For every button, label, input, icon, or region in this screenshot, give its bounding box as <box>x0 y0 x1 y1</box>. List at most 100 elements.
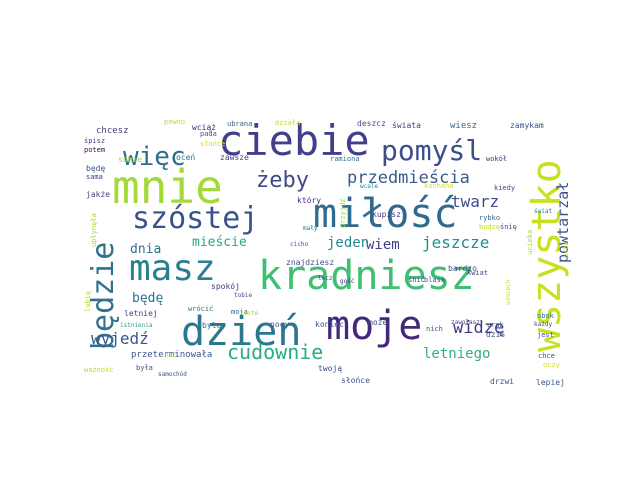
word-86: oczy <box>543 361 560 369</box>
word-59: upłynęła <box>90 213 98 247</box>
word-76: może <box>368 318 387 327</box>
word-95: samochód <box>158 371 187 378</box>
word-99: uśmiech <box>505 279 512 305</box>
word-50: mały <box>303 225 318 232</box>
word-75: koniec <box>315 320 344 329</box>
word-6: wszystko <box>524 159 570 352</box>
word-37: potem <box>84 146 105 154</box>
word-56: budzę <box>479 223 500 231</box>
word-79: urok <box>487 321 505 329</box>
word-63: lecz <box>318 275 333 282</box>
word-7: masz <box>129 248 216 289</box>
word-57: świat <box>534 208 552 215</box>
word-27: chcesz <box>96 126 129 136</box>
word-85: chce <box>538 352 555 360</box>
word-77: nich <box>426 325 443 333</box>
word-13: żeby <box>256 168 309 193</box>
word-0: mnie <box>112 160 223 214</box>
word-60: cicho <box>290 241 308 248</box>
word-94: ważność <box>84 366 114 374</box>
word-69: spokój <box>211 281 240 291</box>
word-14: przedmieścia <box>347 168 470 188</box>
word-90: letniej <box>124 309 158 318</box>
word-61: ciche <box>563 242 570 260</box>
word-74: nocy <box>270 320 289 329</box>
word-10: pomyśl <box>381 134 482 167</box>
word-25: będę <box>132 291 163 306</box>
word-96: lubię <box>84 291 92 312</box>
word-43: ramiona <box>330 155 360 163</box>
word-41: zawsze <box>220 153 249 162</box>
word-87: lepiej <box>536 378 565 387</box>
word-21: powtarzał <box>554 182 572 263</box>
word-30: ubrana <box>227 120 252 128</box>
word-8: będzie <box>86 242 121 350</box>
word-71: wrócić <box>188 305 213 313</box>
word-17: wiem <box>366 237 400 253</box>
word-53: wcale <box>360 183 378 190</box>
word-88: drzwi <box>490 377 514 386</box>
word-55: rybko <box>479 214 500 222</box>
word-48: który <box>297 195 321 205</box>
word-80: dziś <box>486 329 505 339</box>
word-44: wokół <box>486 155 507 163</box>
word-84: jest <box>537 331 554 339</box>
word-64: gość <box>340 278 355 285</box>
word-23: letniego <box>423 346 490 362</box>
word-18: jeden <box>327 235 369 251</box>
word-62: znajdziesz <box>286 258 334 267</box>
word-2: miłość <box>313 191 458 237</box>
word-83: każdy <box>534 321 552 328</box>
word-89: twoją <box>318 364 342 373</box>
word-28: pewno <box>164 118 185 126</box>
word-54: przyjdź <box>339 198 347 228</box>
word-36: śpisz <box>84 137 105 145</box>
word-47: jakże <box>86 190 110 199</box>
word-5: moje <box>326 303 422 349</box>
word-97: słońce <box>341 376 370 385</box>
word-82: obok <box>537 312 555 320</box>
word-93: była <box>136 364 153 372</box>
word-52: kiedy <box>494 184 515 192</box>
word-20: mieście <box>192 235 247 250</box>
word-40: oceń <box>176 153 195 162</box>
word-35: zamykam <box>510 121 544 130</box>
word-33: świata <box>392 120 421 130</box>
word-78: zawołasz <box>451 319 480 326</box>
word-91: istnienia <box>120 322 153 329</box>
word-22: widzę <box>453 318 504 338</box>
word-15: twarz <box>451 192 499 211</box>
word-16: jeszcze <box>422 233 489 252</box>
word-9: szóstej <box>132 201 258 236</box>
word-19: dnia <box>130 242 161 257</box>
word-38: pada <box>200 130 217 138</box>
word-92: choć <box>160 351 177 359</box>
word-58: ucieka <box>526 230 534 255</box>
word-72: moja <box>231 308 248 316</box>
word-31: działa <box>275 119 300 127</box>
word-3: kradniesz <box>258 253 475 299</box>
word-81: kwiat <box>467 269 488 277</box>
word-51: kochana <box>424 182 454 190</box>
word-39: słońce <box>200 140 225 148</box>
word-68: śnię <box>500 223 517 231</box>
word-46: sama <box>86 173 103 181</box>
word-24: wyjedź <box>91 329 149 348</box>
word-98: złote <box>240 310 258 317</box>
word-29: wciąż <box>192 123 216 132</box>
word-67: śnić <box>408 276 425 284</box>
word-70: tobie <box>234 292 252 299</box>
word-34: wiesz <box>450 121 477 131</box>
word-49: kupisz <box>372 210 401 219</box>
word-11: więc <box>123 142 186 172</box>
word-32: deszcz <box>357 119 386 128</box>
word-66: blask <box>424 276 446 284</box>
word-45: będę <box>86 164 105 173</box>
word-12: cudownie <box>227 340 323 364</box>
word-65: bardzo <box>448 264 477 273</box>
word-1: ciebie <box>218 116 370 165</box>
word-42: sobie <box>118 155 142 164</box>
word-4: dzień <box>181 309 301 355</box>
word-26: przeterminowała <box>131 350 212 360</box>
